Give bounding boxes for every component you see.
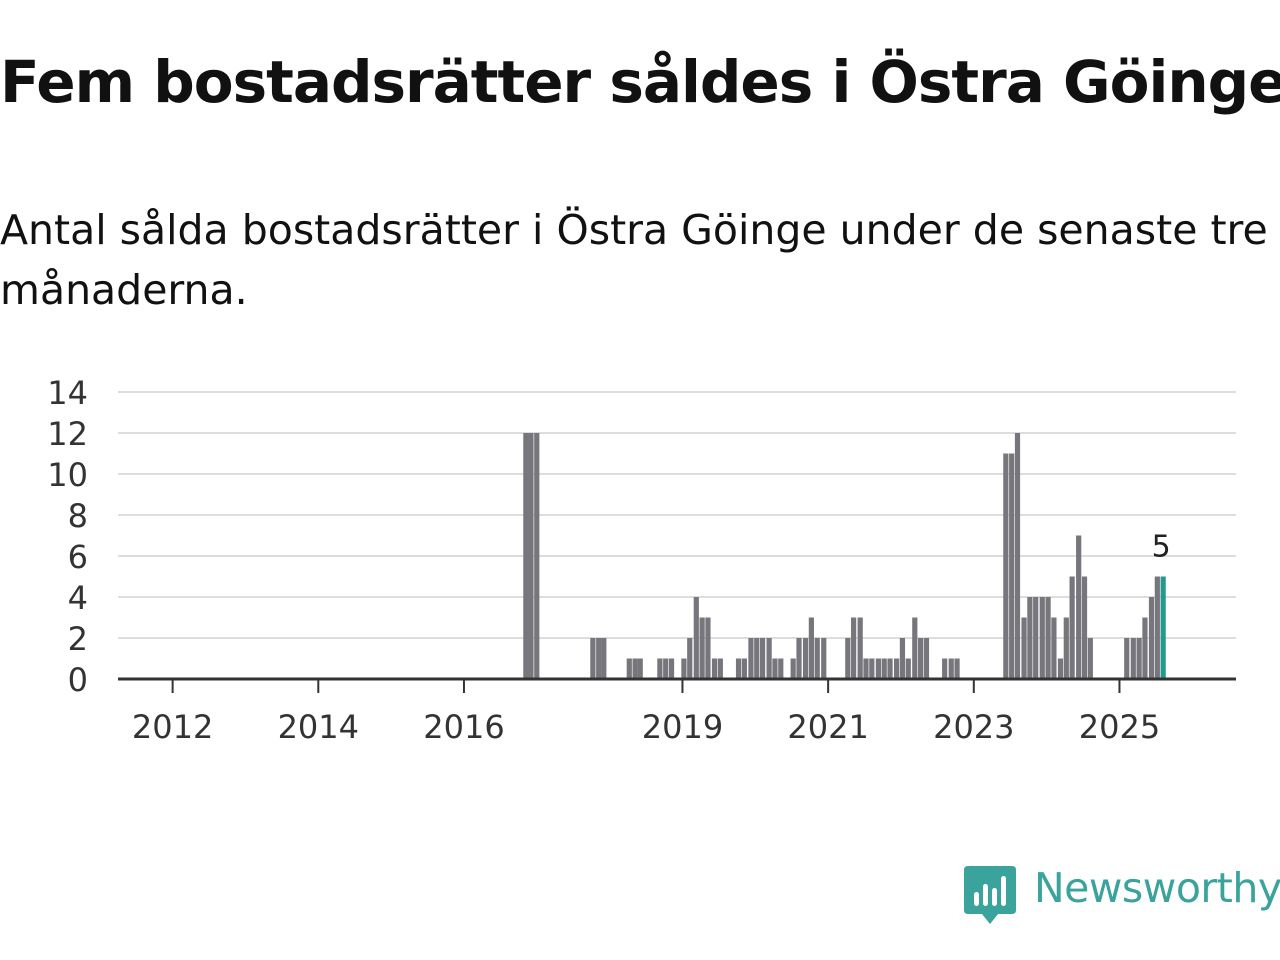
bar xyxy=(954,658,960,679)
bar xyxy=(912,617,918,679)
bar xyxy=(808,617,814,679)
bar xyxy=(1021,617,1027,679)
x-tick-label: 2025 xyxy=(1079,708,1160,746)
bar xyxy=(748,638,754,679)
bar xyxy=(657,658,663,679)
bar xyxy=(687,638,693,679)
bar xyxy=(632,658,638,679)
bar xyxy=(905,658,911,679)
bar xyxy=(1148,597,1155,679)
bar xyxy=(626,658,632,679)
bar xyxy=(1051,617,1057,679)
bar xyxy=(923,638,930,679)
bar xyxy=(875,658,881,679)
bar xyxy=(887,658,893,679)
bar xyxy=(1142,617,1148,679)
y-tick-label: 2 xyxy=(68,620,88,658)
y-tick-label: 14 xyxy=(47,374,88,412)
bar xyxy=(1069,576,1075,679)
bar xyxy=(1033,597,1039,679)
x-tick-label: 2019 xyxy=(642,708,723,746)
y-tick-label: 8 xyxy=(68,497,88,535)
bar xyxy=(893,658,900,679)
bar xyxy=(523,433,529,679)
bar xyxy=(766,638,772,679)
bar xyxy=(821,638,827,679)
bar xyxy=(590,638,596,679)
bar xyxy=(596,638,602,679)
bar xyxy=(741,658,747,679)
x-tick-label: 2023 xyxy=(933,708,1014,746)
bar xyxy=(1039,597,1045,679)
bar xyxy=(601,638,607,679)
bar xyxy=(699,617,705,679)
bar xyxy=(899,638,906,679)
bar xyxy=(845,638,851,679)
y-tick-label: 0 xyxy=(68,661,88,699)
bar xyxy=(881,658,887,679)
bar xyxy=(948,658,954,679)
bar xyxy=(851,617,857,679)
bar xyxy=(918,638,924,679)
data-label-latest: 5 xyxy=(1152,530,1171,565)
bar xyxy=(637,658,643,679)
bar xyxy=(1124,638,1130,679)
bar xyxy=(1009,453,1015,679)
bar xyxy=(1045,597,1051,679)
bar xyxy=(778,658,784,679)
bar xyxy=(814,638,820,679)
bar xyxy=(796,638,802,679)
chart-subtitle: Antal sålda bostadsrätter i Östra Göinge… xyxy=(0,206,1268,314)
bar xyxy=(1014,433,1021,679)
x-tick-label: 2012 xyxy=(132,708,213,746)
brand-name: Newsworthy xyxy=(1034,864,1280,912)
y-tick-label: 4 xyxy=(68,579,88,617)
bar xyxy=(668,658,675,679)
grid-lines xyxy=(118,391,1236,639)
bar xyxy=(1087,638,1093,679)
bar xyxy=(534,433,540,679)
newsworthy-logo: Newsworthy xyxy=(964,864,1280,928)
bar-latest xyxy=(1160,576,1166,679)
x-tick-label: 2021 xyxy=(787,708,868,746)
x-tick-label: 2014 xyxy=(278,708,359,746)
bar xyxy=(754,638,760,679)
bar xyxy=(1130,638,1136,679)
bar xyxy=(802,638,809,679)
bar xyxy=(711,658,718,679)
bar xyxy=(1136,638,1142,679)
y-tick-label: 12 xyxy=(47,415,88,453)
bar xyxy=(717,658,723,679)
y-tick-label: 6 xyxy=(68,538,88,576)
bar xyxy=(681,658,687,679)
bar xyxy=(857,617,863,679)
bar xyxy=(693,597,699,679)
bar xyxy=(1063,617,1069,679)
x-tick-label: 2016 xyxy=(423,708,504,746)
chart-title: Fem bostadsrätter såldes i Östra Göinge xyxy=(0,48,1280,116)
bar xyxy=(735,658,742,679)
bar xyxy=(1003,453,1009,679)
bar xyxy=(772,658,778,679)
bar xyxy=(942,658,948,679)
bar xyxy=(1027,597,1033,679)
bar xyxy=(1081,576,1088,679)
bar xyxy=(528,433,534,679)
bar xyxy=(869,658,875,679)
y-tick-label: 10 xyxy=(47,456,88,494)
newsworthy-logo-icon xyxy=(964,866,1016,924)
bar xyxy=(1076,535,1082,679)
x-axis-ticks: 2012 2014 2016 2019 2021 2023 2025 xyxy=(132,679,1160,746)
bar xyxy=(759,638,766,679)
bar xyxy=(790,658,796,679)
bar xyxy=(1154,576,1160,679)
bar xyxy=(705,617,711,679)
bar xyxy=(863,658,869,679)
bar xyxy=(1057,658,1064,679)
bar xyxy=(663,658,669,679)
bars xyxy=(523,433,1166,679)
annotations: 5 xyxy=(1152,530,1171,565)
